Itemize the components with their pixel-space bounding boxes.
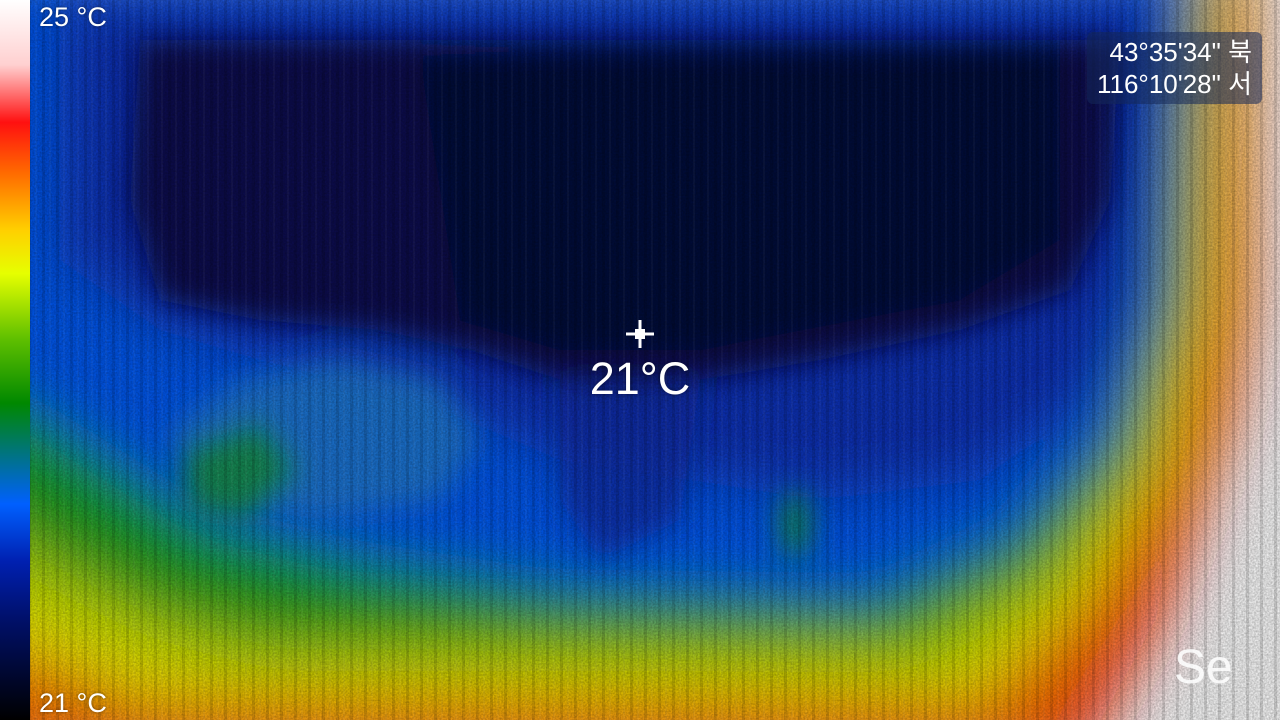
gps-latitude: 43°35'34" 북: [1109, 37, 1253, 67]
temperature-scale-bar: [0, 0, 30, 720]
gps-longitude: 116°10'28" 서: [1096, 69, 1252, 99]
gps-coordinates: 43°35'34" 북 116°10'28" 서: [1086, 32, 1262, 104]
brand-watermark-text: Se: [1174, 641, 1233, 694]
scale-min-label: 21 °C: [39, 688, 107, 718]
crosshair-icon: [626, 320, 654, 348]
spot-temperature: 21°C: [589, 353, 691, 404]
brand-watermark: Se: [1150, 640, 1280, 720]
scale-max-label: 25 °C: [39, 2, 107, 32]
